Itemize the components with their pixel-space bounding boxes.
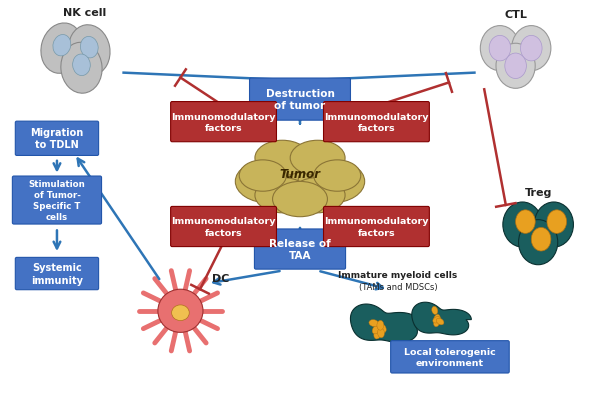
Text: Stimulation
of Tumor-
Specific T
cells: Stimulation of Tumor- Specific T cells	[29, 179, 85, 222]
Ellipse shape	[255, 178, 310, 213]
Ellipse shape	[531, 228, 551, 252]
Ellipse shape	[515, 210, 535, 234]
Text: Destruction
of tumor: Destruction of tumor	[266, 89, 334, 111]
Ellipse shape	[379, 324, 386, 333]
Text: Immunomodulatory
factors: Immunomodulatory factors	[324, 112, 428, 132]
Text: CTL: CTL	[504, 10, 527, 20]
Ellipse shape	[377, 328, 385, 338]
Ellipse shape	[73, 55, 90, 77]
Ellipse shape	[432, 307, 438, 315]
Ellipse shape	[239, 160, 286, 192]
Ellipse shape	[434, 316, 440, 324]
Text: Release of
TAA: Release of TAA	[269, 238, 331, 260]
Ellipse shape	[80, 37, 98, 59]
Ellipse shape	[433, 317, 440, 323]
Ellipse shape	[298, 160, 365, 203]
FancyBboxPatch shape	[323, 207, 430, 247]
Text: Immunomodulatory
factors: Immunomodulatory factors	[324, 217, 428, 237]
Ellipse shape	[263, 147, 337, 194]
Ellipse shape	[272, 182, 328, 217]
Ellipse shape	[518, 220, 558, 265]
FancyBboxPatch shape	[13, 177, 101, 224]
Ellipse shape	[481, 27, 520, 72]
Ellipse shape	[374, 330, 381, 339]
Text: NK cell: NK cell	[63, 8, 106, 18]
Polygon shape	[412, 303, 472, 335]
Text: Tumor: Tumor	[280, 168, 320, 181]
Text: Migration
to TDLN: Migration to TDLN	[31, 128, 83, 150]
Ellipse shape	[512, 27, 551, 72]
FancyBboxPatch shape	[250, 79, 350, 121]
Ellipse shape	[521, 36, 542, 62]
Ellipse shape	[290, 141, 345, 176]
Ellipse shape	[489, 36, 511, 62]
Ellipse shape	[158, 290, 203, 333]
Ellipse shape	[41, 24, 83, 74]
Ellipse shape	[235, 160, 302, 203]
FancyBboxPatch shape	[391, 341, 509, 373]
Ellipse shape	[172, 305, 189, 321]
FancyBboxPatch shape	[323, 102, 430, 143]
FancyBboxPatch shape	[16, 258, 98, 290]
Ellipse shape	[290, 178, 345, 213]
Text: DC: DC	[212, 274, 229, 284]
FancyBboxPatch shape	[170, 102, 277, 143]
Text: Local tolerogenic
environment: Local tolerogenic environment	[404, 347, 496, 367]
Ellipse shape	[434, 315, 440, 323]
Text: Immunomodulatory
factors: Immunomodulatory factors	[172, 112, 276, 132]
Ellipse shape	[496, 44, 535, 89]
Ellipse shape	[503, 202, 542, 247]
FancyBboxPatch shape	[170, 207, 277, 247]
Ellipse shape	[255, 141, 310, 176]
Ellipse shape	[372, 325, 380, 334]
Polygon shape	[350, 304, 421, 343]
Ellipse shape	[534, 202, 574, 247]
Ellipse shape	[505, 54, 526, 79]
Ellipse shape	[377, 320, 384, 330]
Ellipse shape	[68, 26, 110, 76]
Ellipse shape	[547, 210, 566, 234]
Text: Immunomodulatory
factors: Immunomodulatory factors	[172, 217, 276, 237]
Text: Systemic
immunity: Systemic immunity	[31, 263, 83, 285]
Ellipse shape	[436, 318, 444, 325]
FancyBboxPatch shape	[16, 122, 98, 156]
Ellipse shape	[61, 43, 102, 94]
FancyBboxPatch shape	[254, 229, 346, 269]
Text: Treg: Treg	[524, 188, 552, 198]
Text: Immature myeloid cells: Immature myeloid cells	[338, 271, 458, 280]
Text: (TAMs and MDSCs): (TAMs and MDSCs)	[359, 282, 437, 292]
Ellipse shape	[53, 36, 71, 57]
Ellipse shape	[434, 319, 440, 327]
Ellipse shape	[369, 320, 379, 327]
Ellipse shape	[314, 160, 361, 192]
